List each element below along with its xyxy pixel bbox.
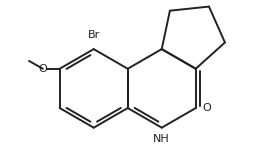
Text: Br: Br (88, 30, 100, 40)
Text: O: O (38, 64, 47, 74)
Text: O: O (203, 103, 212, 113)
Text: NH: NH (153, 133, 170, 144)
